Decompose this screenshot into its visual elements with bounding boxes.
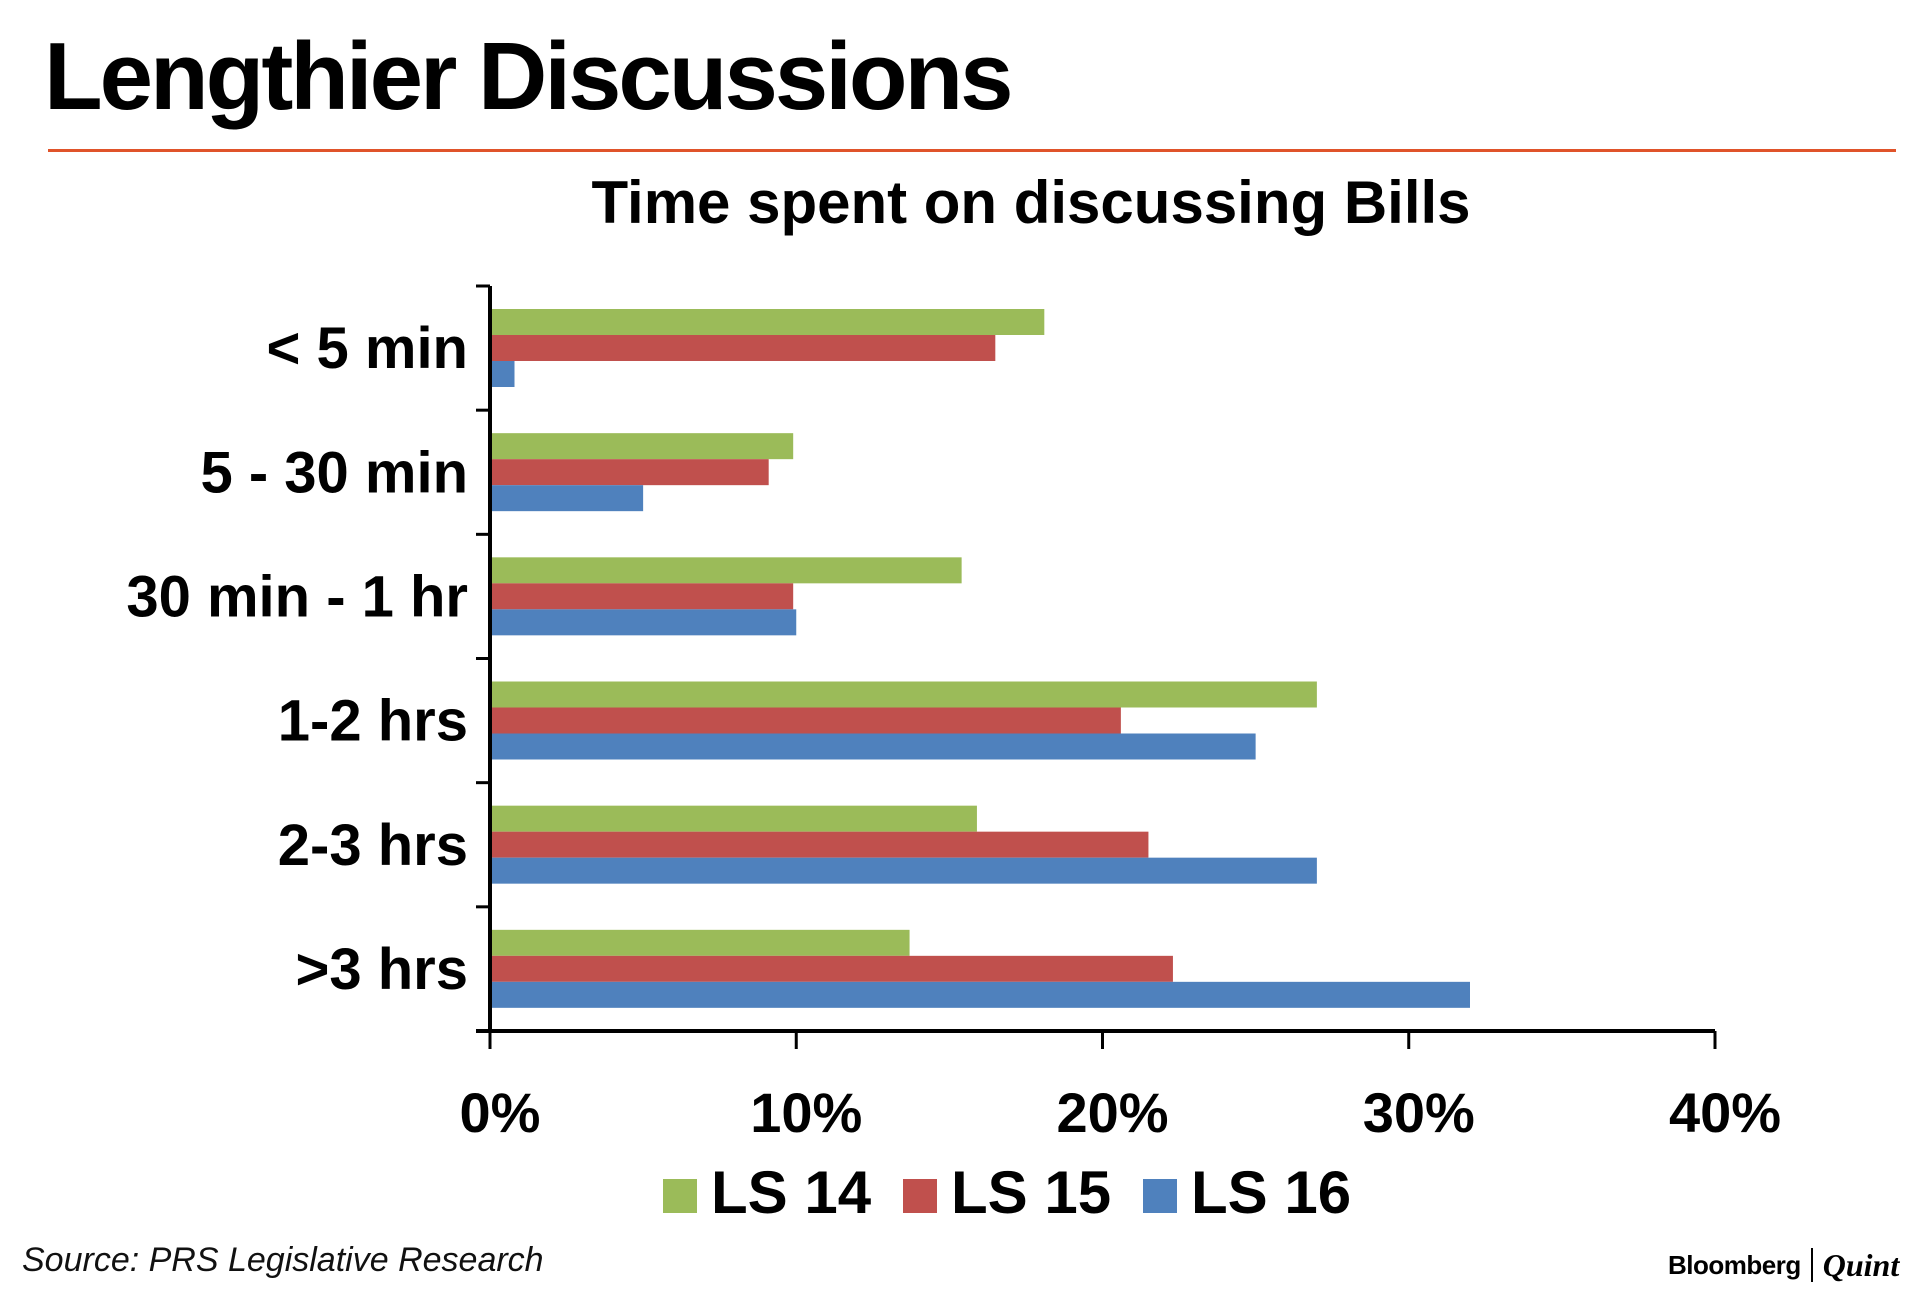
legend-swatch (663, 1179, 697, 1213)
bar (490, 733, 1256, 760)
bar (490, 583, 794, 610)
bar (490, 707, 1121, 734)
category-label: >3 hrs (296, 937, 469, 1002)
category-label: 1-2 hrs (278, 689, 468, 754)
brand-separator (1810, 1248, 1813, 1282)
bar (490, 335, 996, 361)
legend-swatch (903, 1179, 937, 1213)
bar (490, 805, 977, 832)
bar (490, 557, 962, 584)
bar (490, 485, 644, 512)
category-label: 2-3 hrs (278, 813, 468, 878)
legend-swatch (1143, 1179, 1177, 1213)
x-tick-label: 0% (460, 1081, 541, 1144)
x-tick-label: 10% (750, 1081, 862, 1144)
brand-logo: Bloomberg Quint (1668, 1248, 1899, 1282)
bar (490, 857, 1317, 884)
bar (490, 361, 515, 387)
x-tick-label: 30% (1363, 1081, 1475, 1144)
chart-title: Time spent on discussing Bills (591, 169, 1471, 236)
bar (490, 955, 1173, 982)
bar (490, 981, 1470, 1008)
legend-label: LS 16 (1191, 1159, 1351, 1226)
category-label: 30 min - 1 hr (126, 564, 468, 629)
legend-label: LS 14 (711, 1159, 872, 1226)
brand-bloomberg: Bloomberg (1668, 1250, 1801, 1280)
bar (490, 433, 794, 460)
category-label: < 5 min (267, 316, 468, 381)
headline-rule (48, 149, 1896, 152)
source-note: Source: PRS Legislative Research (22, 1241, 544, 1279)
bar (490, 681, 1317, 708)
bar (490, 929, 910, 956)
x-tick-label: 20% (1056, 1081, 1168, 1144)
legend-label: LS 15 (951, 1159, 1111, 1226)
x-tick-label: 40% (1669, 1081, 1781, 1144)
bar (490, 459, 769, 486)
brand-quint: Quint (1822, 1247, 1900, 1283)
headline: Lengthier Discussions (44, 23, 1014, 130)
bar (490, 831, 1149, 858)
category-label: 5 - 30 min (200, 440, 468, 505)
bar (490, 609, 797, 636)
bar (490, 309, 1045, 335)
